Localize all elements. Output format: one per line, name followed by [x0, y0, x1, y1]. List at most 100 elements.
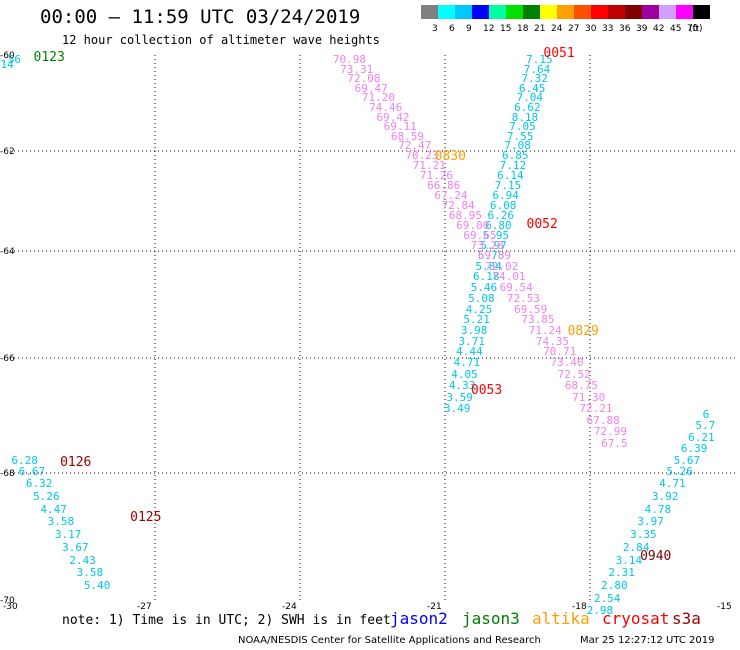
wave-height-value: 6.32 — [25, 477, 53, 491]
wave-height-value: 67.88 — [586, 413, 620, 427]
scale-label: 36 — [619, 24, 631, 34]
legend-s3a: s3a — [672, 609, 701, 628]
wave-height-value: 4.78 — [644, 502, 672, 516]
scale-label: (ft) — [689, 24, 703, 34]
wave-height-value: 7.12 — [499, 159, 527, 172]
longitude-label: -27 — [137, 602, 152, 612]
wave-height-value: 72.08 — [347, 72, 381, 86]
longitude-label: -24 — [282, 602, 297, 612]
wave-height-value: 5.21 — [463, 313, 490, 327]
wave-height-value: 6.85 — [502, 149, 529, 162]
wave-height-value: 6.21 — [688, 430, 715, 444]
wave-height-value: 71.20 — [361, 91, 395, 105]
wave-height-value: 72.02 — [485, 259, 519, 273]
wave-height-value: 5.40 — [83, 578, 111, 592]
wave-height-value: 2.80 — [601, 578, 628, 592]
scale-label: 42 — [653, 24, 665, 34]
scale-swatch — [523, 5, 540, 19]
wave-height-value: 3.58 — [76, 566, 104, 580]
footer-note: note: 1) Time is in UTC; 2) SWH is in fe… — [62, 613, 391, 628]
pass-time-label: 0053 — [470, 382, 503, 398]
scale-swatch — [608, 5, 625, 19]
wave-height-value: 70.98 — [332, 53, 366, 66]
longitude-label: -30 — [3, 602, 18, 612]
wave-height-value: 73.28 — [470, 239, 504, 252]
pass-time-label: 0940 — [640, 548, 672, 564]
wave-height-value: 6.39 — [680, 442, 708, 456]
wave-height-value: 5.46 — [470, 281, 498, 295]
wave-height-value: 4.44 — [456, 345, 483, 359]
scale-swatch — [421, 5, 438, 19]
wave-height-value: 5.97 — [480, 239, 507, 252]
wave-height-value: 69.59 — [514, 302, 548, 316]
latitude-label: -64 — [0, 247, 15, 257]
pass-time-label: 0051 — [543, 45, 575, 61]
longitude-label: -18 — [572, 602, 587, 612]
wave-height-value: 67.5 — [601, 436, 628, 450]
wave-height-value: 72.52 — [557, 367, 591, 381]
wave-height-value: 2.98 — [586, 604, 614, 618]
wave-height-value: 2.54 — [593, 591, 621, 605]
wave-height-value: 5.67 — [673, 453, 701, 467]
scale-swatch — [489, 5, 506, 19]
wave-height-value: 74.35 — [535, 334, 569, 348]
latitude-label: -62 — [0, 147, 15, 157]
scale-label: 30 — [585, 24, 597, 34]
wave-height-value: 5.95 — [482, 229, 510, 242]
pass-time-label: 0052 — [526, 216, 558, 232]
wave-height-value: 3.98 — [460, 323, 488, 337]
wave-height-value: 72.47 — [398, 139, 432, 153]
scale-swatch — [693, 5, 710, 19]
scale-label: 45 — [670, 24, 682, 34]
scale-label: 3 — [432, 24, 438, 34]
pass-time-label: 0126 — [60, 454, 92, 470]
wave-height-value: 5.26 — [666, 465, 693, 479]
wave-height-value: 7.05 — [509, 120, 536, 134]
wave-height-value: 69.54 — [499, 281, 533, 295]
scale-swatch — [506, 5, 523, 19]
wave-height-value: 5.26 — [33, 490, 60, 504]
wave-height-value: 4.05 — [451, 367, 478, 381]
wave-height-value: 70.71 — [543, 345, 577, 359]
longitude-label: -15 — [717, 602, 732, 612]
scale-label: 15 — [500, 24, 512, 34]
scale-label: 12 — [483, 24, 495, 34]
scale-swatch — [625, 5, 642, 19]
wave-height-value: 6.45 — [518, 81, 546, 95]
wave-height-value: 70.23 — [405, 149, 439, 162]
wave-height-value: 72.53 — [506, 291, 540, 305]
wave-height-value: 4.71 — [453, 356, 481, 369]
wave-height-value: 3.17 — [54, 528, 82, 542]
wave-height-value: 7.64 — [523, 62, 551, 76]
wave-height-value: 6.26 — [487, 209, 515, 222]
wave-height-value: 7.15 — [494, 179, 522, 192]
wave-height-value: 3.92 — [651, 490, 679, 504]
wave-height-value: 2.84 — [622, 540, 650, 554]
wave-height-value: 69.89 — [477, 249, 511, 262]
legend-jason2: jason2 — [390, 609, 448, 628]
wave-height-value: 4.33 — [448, 379, 476, 392]
wave-height-value: 2.31 — [608, 566, 635, 580]
wave-height-value: 68.59 — [390, 129, 424, 143]
scale-label: 33 — [602, 24, 614, 34]
latitude-label: -68 — [0, 469, 15, 479]
wave-height-value: 7.32 — [521, 72, 548, 86]
map-plot — [10, 55, 735, 600]
pass-time-label: 0830 — [434, 149, 466, 164]
page-subtitle: 12 hour collection of altimeter wave hei… — [62, 33, 380, 47]
timestamp-text: Mar 25 12:27:12 UTC 2019 — [580, 635, 715, 646]
wave-height-value: 7.15 — [526, 53, 553, 66]
wave-height-value: 6 — [702, 407, 710, 421]
wave-height-value: 7.08 — [504, 139, 531, 153]
wave-height-value: 6.14 — [497, 169, 524, 182]
wave-height-value: 72.99 — [593, 425, 627, 438]
wave-height-value: 6.18 — [473, 270, 500, 284]
wave-height-value: 73.40 — [550, 356, 584, 369]
wave-height-value: 73.85 — [521, 313, 555, 327]
scale-swatch — [642, 5, 659, 19]
longitude-label: -21 — [427, 602, 442, 612]
scale-swatch — [659, 5, 676, 19]
pass-time-label: 0125 — [130, 510, 162, 526]
wave-height-value: 5.7 — [695, 419, 716, 433]
wave-height-value: 6.62 — [514, 101, 541, 114]
